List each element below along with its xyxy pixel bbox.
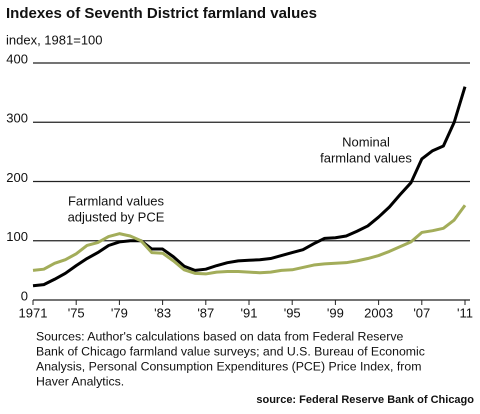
x-tick-label: 2003 [364, 305, 393, 320]
series-label: adjusted by PCE [68, 209, 165, 224]
x-tick-label: 1971 [19, 305, 48, 320]
series-label: Farmland values [68, 193, 165, 208]
y-axis-label: index, 1981=100 [6, 32, 103, 47]
x-tick-label: '83 [154, 305, 171, 320]
series-label: farmland values [320, 150, 412, 165]
x-tick-label: '87 [197, 305, 214, 320]
y-tick-label: 400 [6, 51, 28, 66]
x-tick-label: '79 [111, 305, 128, 320]
x-tick-label: '07 [413, 305, 430, 320]
series-label: Nominal [342, 134, 390, 149]
chart-title: Indexes of Seventh District farmland val… [6, 5, 317, 22]
x-tick-label: '91 [241, 305, 258, 320]
note-line: Sources: Author's calculations based on … [36, 329, 404, 343]
source: source: Federal Reserve Bank of Chicago [256, 394, 474, 406]
y-tick-label: 200 [6, 170, 28, 185]
x-tick-label: '99 [327, 305, 344, 320]
y-tick-label: 0 [21, 288, 28, 303]
y-tick-label: 100 [6, 229, 28, 244]
note-line: Bank of Chicago farmland value surveys; … [36, 344, 425, 358]
x-tick-label: '95 [284, 305, 301, 320]
note-line: Haver Analytics. [36, 374, 124, 388]
x-tick-label: '75 [68, 305, 85, 320]
note-line: Analysis, Personal Consumption Expenditu… [36, 359, 421, 373]
series-line [32, 86, 467, 288]
series-line [32, 204, 467, 276]
x-tick-label: '11 [457, 305, 473, 320]
y-tick-label: 300 [6, 111, 28, 126]
